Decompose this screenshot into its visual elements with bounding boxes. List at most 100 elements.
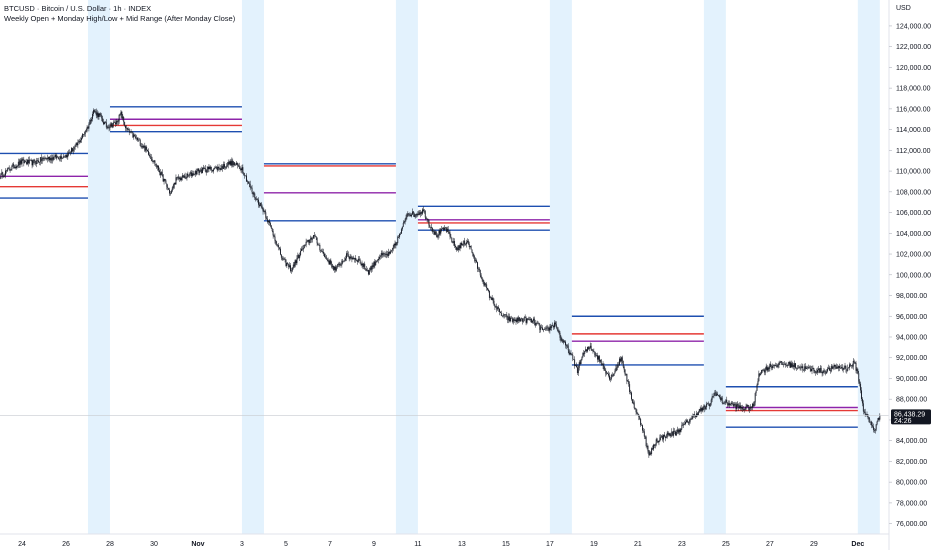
price-tick-label: 100,000.00 xyxy=(896,272,931,279)
candle-body xyxy=(694,414,696,416)
candle-body xyxy=(4,175,6,177)
candle-body xyxy=(861,390,862,399)
candle-body xyxy=(698,409,700,413)
time-tick-label: 26 xyxy=(62,541,70,548)
candle-body xyxy=(268,220,269,223)
candle-body xyxy=(448,232,450,233)
candle-body xyxy=(225,167,226,169)
candle-body xyxy=(831,366,833,369)
candle-body xyxy=(464,240,466,245)
candle-body xyxy=(824,371,826,372)
candle-body xyxy=(478,268,480,270)
candle-body xyxy=(501,315,503,317)
candle-body xyxy=(423,210,425,212)
candle-body xyxy=(745,406,747,410)
candle-body xyxy=(328,261,330,265)
candle-body xyxy=(386,253,388,255)
candle-body xyxy=(726,399,728,403)
candle-body xyxy=(677,429,679,433)
candle-body xyxy=(598,356,599,360)
candle-body xyxy=(679,429,681,432)
monday-session-band xyxy=(241,0,264,534)
candle-body xyxy=(570,353,572,355)
candle-body xyxy=(41,159,43,161)
candle-body xyxy=(833,364,835,367)
candle-body xyxy=(384,253,386,255)
candle-body xyxy=(769,363,771,369)
candle-body xyxy=(264,210,266,213)
candle-body xyxy=(149,156,151,157)
candle-body xyxy=(170,190,172,194)
candle-body xyxy=(558,330,560,333)
candle-body xyxy=(494,304,496,308)
candle-body xyxy=(358,258,360,261)
symbol-title[interactable]: BTCUSD · Bitcoin / U.S. Dollar · 1h · IN… xyxy=(4,4,152,13)
candle-body xyxy=(812,368,814,370)
candle-body xyxy=(499,311,501,313)
candle-body xyxy=(404,219,406,223)
candle-body xyxy=(665,437,667,439)
candle-body xyxy=(848,367,850,369)
price-tick-label: 124,000.00 xyxy=(896,23,931,30)
weekly-levels xyxy=(0,106,858,428)
candle-body xyxy=(193,174,195,175)
candle-body xyxy=(91,118,93,122)
candle-body xyxy=(399,233,401,238)
candle-body xyxy=(243,172,245,176)
candle-body xyxy=(69,152,71,154)
candle-body xyxy=(868,417,870,420)
candle-body xyxy=(150,156,152,160)
candle-body xyxy=(318,244,320,246)
candle-body xyxy=(398,236,400,238)
candle-body xyxy=(27,159,29,164)
candle-body xyxy=(313,235,315,237)
candle-body xyxy=(60,156,61,159)
candle-body xyxy=(181,177,182,181)
price-axis[interactable]: USD 76,000.00 78,000.00 80,000.00 82,000.00… xyxy=(888,0,932,550)
candle-body xyxy=(657,441,659,443)
candle-body xyxy=(171,187,173,191)
time-axis[interactable]: 24 26 28 30 Nov 3 5 7 9 11 13 15 17 19 21 23 25 27 29 Dec xyxy=(0,533,889,548)
candle-body xyxy=(127,129,129,130)
candle-body xyxy=(62,156,64,159)
candle-body xyxy=(88,124,90,129)
candle-body xyxy=(596,355,598,356)
candle-body xyxy=(509,316,511,322)
candle-body xyxy=(776,366,778,367)
candle-body xyxy=(751,403,753,408)
candle-body xyxy=(774,365,776,367)
candle-body xyxy=(142,146,144,148)
candle-body xyxy=(205,171,207,173)
indicator-title[interactable]: Weekly Open + Monday High/Low + Mid Rang… xyxy=(4,14,236,23)
time-tick-label: 27 xyxy=(766,541,774,548)
candle-body xyxy=(76,143,78,146)
candle-body xyxy=(170,193,171,195)
candle-body xyxy=(447,228,449,233)
candle-body xyxy=(595,355,597,356)
candle-body xyxy=(432,228,434,232)
candle-body xyxy=(633,402,635,409)
price-tick-label: 92,000.00 xyxy=(896,355,927,362)
candle-body xyxy=(534,323,536,326)
candle-body xyxy=(156,164,158,168)
candle-body xyxy=(710,399,712,404)
candle-body xyxy=(841,366,843,369)
price-tick-label: 110,000.00 xyxy=(896,169,931,176)
candle-body xyxy=(765,366,767,370)
candle-body xyxy=(335,267,337,271)
candle-body xyxy=(351,257,353,260)
candle-body xyxy=(220,168,222,170)
price-tick-label: 106,000.00 xyxy=(896,210,931,217)
price-tag-countdown: 24:26 xyxy=(894,418,912,425)
candle-body xyxy=(415,214,417,216)
candle-body xyxy=(507,317,509,321)
candle-body xyxy=(521,318,522,320)
candle-body xyxy=(218,166,220,169)
candle-body xyxy=(222,166,224,170)
candle-body xyxy=(305,241,307,246)
candle-body xyxy=(603,365,605,370)
candle-body xyxy=(425,217,427,219)
candle-body xyxy=(57,156,59,158)
candle-body xyxy=(136,137,138,139)
